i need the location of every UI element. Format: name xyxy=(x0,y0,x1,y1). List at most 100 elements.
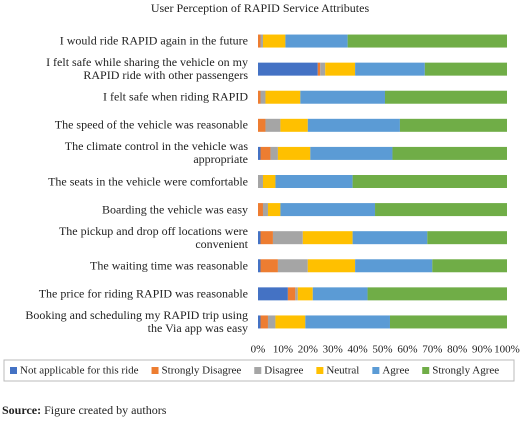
bar-segment xyxy=(307,259,356,273)
bar-segment xyxy=(262,203,268,217)
bar-segment xyxy=(389,315,507,329)
bar-segment xyxy=(424,62,507,76)
bar-segment xyxy=(305,315,390,329)
category-label: Booking and scheduling my RAPID trip usi… xyxy=(25,307,248,335)
x-tick-label: 50% xyxy=(372,344,392,356)
source-text: Figure created by authors xyxy=(44,403,167,417)
bar-segment xyxy=(267,315,276,329)
bar-segment xyxy=(258,259,261,273)
x-tick-label: 0% xyxy=(251,344,266,356)
bar-segment xyxy=(260,315,268,329)
legend-box xyxy=(3,359,515,382)
category-label: The speed of the vehicle was reasonable xyxy=(54,117,248,132)
bar-segment xyxy=(258,287,288,301)
bar-segment xyxy=(275,315,306,329)
category-label: Boarding the vehicle was easy xyxy=(102,202,248,217)
bar-segment xyxy=(258,203,263,217)
x-tick-label: 30% xyxy=(323,344,343,356)
legend-swatch xyxy=(151,367,159,374)
bar-segment xyxy=(260,90,266,104)
legend-label: Disagree xyxy=(264,365,303,377)
bar-segment xyxy=(267,203,281,217)
x-tick-label: 20% xyxy=(298,344,318,356)
bar-segment xyxy=(285,34,348,48)
bar-segment xyxy=(258,90,261,104)
bar-segment xyxy=(265,118,281,132)
bar-segment xyxy=(260,146,271,160)
legend-swatch xyxy=(316,367,324,374)
legend-label: Strongly Agree xyxy=(432,365,499,377)
bar-segment xyxy=(295,287,298,301)
bar-segment xyxy=(384,90,507,104)
bar-segment xyxy=(300,90,385,104)
bar-segment xyxy=(297,287,313,301)
x-tick-label: 10% xyxy=(273,344,293,356)
bar-segment xyxy=(392,146,507,160)
bar-segment xyxy=(258,231,261,245)
bar-segment xyxy=(275,175,353,188)
x-tick-label: 100% xyxy=(494,344,520,356)
bar-segment xyxy=(260,34,263,48)
bar-segment xyxy=(265,90,301,104)
legend-label: Agree xyxy=(382,365,409,377)
source: Source: Figure created by authors xyxy=(2,403,166,418)
bar-segment xyxy=(352,175,507,188)
bar-segment xyxy=(375,203,507,217)
bar-segment xyxy=(310,146,393,160)
x-tick-label: 80% xyxy=(447,344,467,356)
x-tick-label: 60% xyxy=(397,344,417,356)
bar-segment xyxy=(270,146,278,160)
category-label: The seats in the vehicle were comfortabl… xyxy=(48,174,248,188)
bar-segment xyxy=(258,175,263,188)
x-tick-label: 90% xyxy=(472,344,492,356)
bar-segment xyxy=(312,287,368,301)
bar-segment xyxy=(432,259,507,273)
bar-segment xyxy=(258,146,261,160)
bar-segment xyxy=(307,118,400,132)
x-tick-label: 70% xyxy=(422,344,442,356)
legend-swatch xyxy=(10,367,17,374)
bar-segment xyxy=(352,231,428,245)
bar-segment xyxy=(280,118,308,132)
category-label: I felt safe while sharing the vehicle on… xyxy=(46,55,248,83)
legend-label: Not applicable for this ride xyxy=(20,365,139,377)
category-label: The pickup and drop off locations were c… xyxy=(58,223,248,251)
legend-swatch xyxy=(254,367,262,374)
legend-label: Strongly Disagree xyxy=(162,365,242,377)
bar-segment xyxy=(399,118,507,132)
bar-segment xyxy=(258,118,266,132)
bar-segment xyxy=(280,203,376,217)
category-label: I felt safe when riding RAPID xyxy=(103,89,248,104)
bar-segment xyxy=(427,231,507,245)
bar-segment xyxy=(287,287,296,301)
category-label: The climate control in the vehicle was a… xyxy=(64,139,248,167)
chart-title: User Perception of RAPID Service Attribu… xyxy=(151,1,370,15)
bar-segment xyxy=(355,259,433,273)
bar-segment xyxy=(320,62,326,76)
legend-swatch xyxy=(422,367,430,374)
bar-segment xyxy=(258,315,261,329)
bar-segment xyxy=(272,231,303,245)
bar-segment xyxy=(355,62,425,76)
legend-label: Neutral xyxy=(326,365,359,377)
bar-segment xyxy=(325,62,356,76)
bar-segment xyxy=(347,34,507,48)
bar-segment xyxy=(262,34,286,48)
bar-segment xyxy=(302,231,353,245)
bar-segment xyxy=(260,259,278,273)
source-label: Source: xyxy=(2,403,42,417)
category-label: The price for riding RAPID was reasonabl… xyxy=(38,286,248,301)
bar-segment xyxy=(367,287,507,301)
bar-segment xyxy=(260,231,273,245)
bar-segment xyxy=(277,146,311,160)
x-tick-label: 40% xyxy=(348,344,368,356)
category-label: The waiting time was reasonable xyxy=(90,258,248,273)
bar-segment xyxy=(262,175,276,188)
bar-segment xyxy=(317,62,321,76)
category-label: I would ride RAPID again in the future xyxy=(59,33,248,48)
bar-segment xyxy=(277,259,308,273)
bar-segment xyxy=(258,62,318,76)
bar-segment xyxy=(258,34,261,48)
